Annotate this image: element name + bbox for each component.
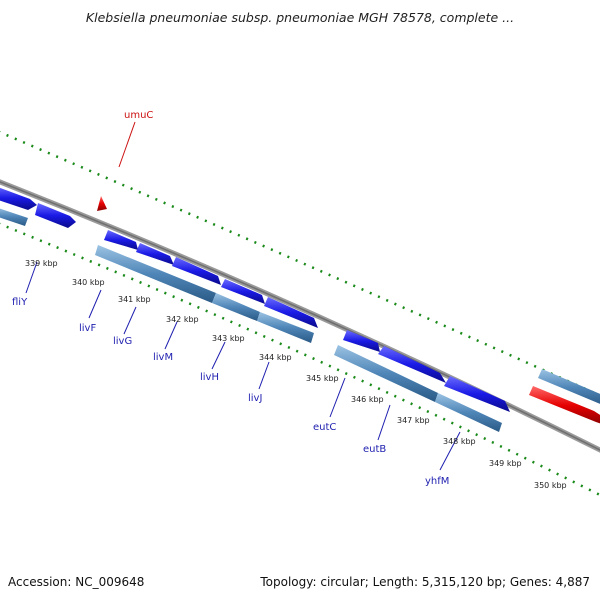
gene-arrow: [172, 257, 221, 285]
gene-arrow: [221, 279, 265, 304]
gene-label-livM[interactable]: livM: [153, 352, 173, 363]
reverse-genes: [0, 208, 600, 432]
gc-track-outer: [0, 130, 600, 397]
gene-label-livF[interactable]: livF: [79, 323, 96, 334]
gene-arrow: [444, 376, 510, 412]
ruler-label: 344 kbp: [259, 353, 292, 362]
map-title: Klebsiella pneumoniae subsp. pneumoniae …: [85, 10, 515, 25]
ruler-label: 348 kbp: [443, 437, 476, 446]
gene-label-umuC[interactable]: umuC: [124, 110, 153, 121]
gene-label-yhfM[interactable]: yhfM: [425, 476, 449, 487]
forward-genes: [0, 187, 510, 412]
gene-arrow: [264, 297, 318, 328]
ruler-label: 341 kbp: [118, 295, 151, 304]
ruler-label: 349 kbp: [489, 459, 522, 468]
gene-label-eutC[interactable]: eutC: [313, 422, 336, 433]
ruler-label: 339 kbp: [25, 259, 58, 268]
ruler-label: 350 kbp: [534, 481, 567, 490]
gc-track-inner: [0, 222, 600, 497]
highlight-genes: [97, 196, 600, 424]
gene-arrow: [378, 346, 446, 383]
accession-label: Accession: NC_009648: [8, 575, 145, 589]
gene-arrow: [0, 187, 37, 210]
gene-bar: [538, 369, 600, 404]
gene-label-fliY[interactable]: fliY: [12, 297, 28, 308]
gene-bar: [95, 245, 216, 303]
gene-label-livH[interactable]: livH: [200, 372, 219, 383]
ruler-labels: 339 kbp 340 kbp 341 kbp 342 kbp 343 kbp …: [25, 259, 567, 490]
gene-arrow-red: [529, 386, 600, 424]
gene-arrow: [343, 330, 380, 352]
gene-label-eutB[interactable]: eutB: [363, 444, 386, 455]
umuC-gene-arrow: [97, 196, 107, 211]
gene-bar: [212, 293, 260, 321]
gene-bar: [0, 208, 28, 226]
ruler-label: 345 kbp: [306, 374, 339, 383]
ruler-label: 340 kbp: [72, 278, 105, 287]
label-leaders: [25, 121, 461, 471]
gene-bar: [334, 345, 438, 402]
gene-label-livJ[interactable]: livJ: [248, 393, 262, 404]
gene-arrow: [104, 230, 138, 250]
gene-labels: umuC fliY livF livG livM livH livJ eutC …: [12, 110, 449, 487]
gene-arrow: [35, 203, 76, 228]
gene-label-livG[interactable]: livG: [113, 336, 132, 347]
ruler-label: 346 kbp: [351, 395, 384, 404]
gene-bar: [257, 312, 314, 343]
ruler-label: 342 kbp: [166, 315, 199, 324]
ruler-label: 343 kbp: [212, 334, 245, 343]
ruler-label: 347 kbp: [397, 416, 430, 425]
gene-bar: [435, 393, 502, 432]
gene-arrow: [136, 243, 174, 265]
genome-backbone: [0, 179, 600, 453]
genome-summary: Topology: circular; Length: 5,315,120 bp…: [260, 575, 590, 589]
